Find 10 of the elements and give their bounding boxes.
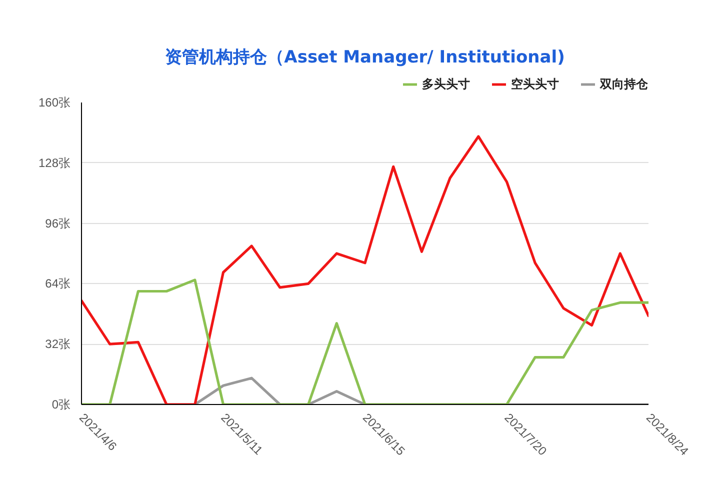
y-tick-label: 128张: [38, 156, 71, 170]
y-tick-label: 160张: [38, 96, 71, 110]
y-tick-label: 64张: [45, 276, 71, 291]
y-tick-label: 32张: [45, 337, 71, 352]
legend-label: 双向持仓: [600, 76, 648, 92]
chart-title: 资管机构持仓（Asset Manager/ Institutional): [165, 48, 565, 68]
y-tick-label: 96张: [45, 216, 71, 230]
legend-label: 空头头寸: [511, 76, 559, 92]
legend-label: 多头头寸: [422, 76, 470, 92]
y-tick-label: 0张: [52, 398, 71, 412]
